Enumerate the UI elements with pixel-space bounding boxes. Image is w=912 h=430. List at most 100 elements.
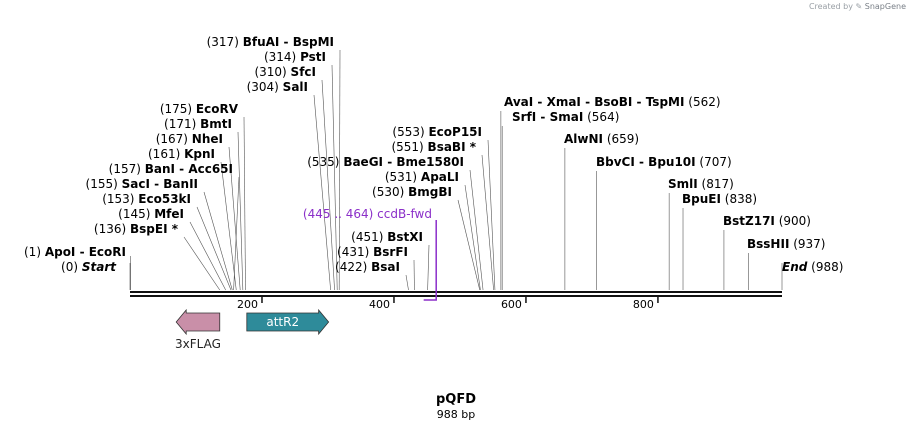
site-name: BsaBI * — [428, 140, 477, 154]
site-label-avai[interactable]: AvaI - XmaI - BsoBI - TspMI (562) — [504, 95, 721, 109]
site-position: (551) — [391, 140, 427, 154]
tick-label: 200 — [237, 298, 258, 311]
site-leader-eco53ki — [196, 206, 232, 291]
site-label-bpuei[interactable]: BpuEI (838) — [682, 192, 757, 206]
site-label-sfci[interactable]: (310) SfcI — [254, 65, 316, 79]
site-name: BfuAI - BspMI — [243, 35, 334, 49]
site-label-bani[interactable]: (157) BanI - Acc65I — [109, 162, 233, 176]
site-label-bspei[interactable]: (136) BspEI * — [94, 222, 179, 236]
site-name: End — [782, 260, 808, 274]
site-name: BsrFI — [373, 245, 408, 259]
site-leader-kpni — [220, 161, 237, 291]
site-label-srfi[interactable]: SrfI - SmaI (564) — [512, 110, 619, 124]
site-position: (155) — [86, 177, 122, 191]
site-position: (314) — [264, 50, 300, 64]
site-label-apali[interactable]: (531) ApaLI — [385, 170, 459, 184]
site-label-bmgbi[interactable]: (530) BmgBI — [372, 185, 452, 199]
site-leader-baegi — [469, 169, 484, 291]
site-leader-ecorv — [243, 116, 246, 291]
site-label-nhei[interactable]: (167) NheI — [156, 132, 223, 146]
site-name: BstXI — [387, 230, 423, 244]
feature-label-3xflag: 3xFLAG — [175, 337, 221, 351]
site-position: (431) — [337, 245, 373, 259]
site-label-bsrfi[interactable]: (431) BsrFI — [337, 245, 408, 259]
site-leader-bsai — [405, 274, 409, 291]
site-name: AvaI - XmaI - BsoBI - TspMI — [504, 95, 684, 109]
site-leader-nhei — [228, 146, 241, 291]
site-label-sali[interactable]: (304) SalI — [247, 80, 308, 94]
site-position: (317) — [207, 35, 243, 49]
site-position: (531) — [385, 170, 421, 184]
site-name: SrfI - SmaI — [512, 110, 583, 124]
site-name: SacI - BanII — [122, 177, 198, 191]
site-label-start[interactable]: (0) Start — [61, 260, 117, 274]
site-leader-bfuai — [338, 49, 341, 291]
site-position: (136) — [94, 222, 130, 236]
site-label-bmti[interactable]: (171) BmtI — [164, 117, 232, 131]
site-label-bsabi[interactable]: (551) BsaBI * — [391, 140, 476, 154]
site-position: (659) — [603, 132, 639, 146]
site-position: (530) — [372, 185, 408, 199]
site-name: SalI — [283, 80, 308, 94]
site-name: SfcI — [291, 65, 316, 79]
map-length: 988 bp — [436, 408, 476, 421]
site-label-bstz17i[interactable]: BstZ17I (900) — [723, 214, 811, 228]
primer-range: (445 .. 464) — [303, 207, 377, 221]
primer-ccdb-fwd[interactable] — [423, 220, 437, 301]
site-leader-bmti — [237, 131, 244, 291]
site-position: (451) — [351, 230, 387, 244]
site-label-mfei[interactable]: (145) MfeI — [118, 207, 184, 221]
site-position: (145) — [118, 207, 154, 221]
site-position: (535) — [307, 155, 343, 169]
site-name: PstI — [300, 50, 326, 64]
site-label-apoi[interactable]: (1) ApoI - EcoRI — [24, 245, 126, 259]
site-label-alwni[interactable]: AlwNI (659) — [564, 132, 639, 146]
feature-3xflag[interactable] — [175, 308, 221, 336]
site-label-bsai[interactable]: (422) BsaI — [335, 260, 400, 274]
site-label-ecorv[interactable]: (175) EcoRV — [160, 102, 239, 116]
site-label-saci[interactable]: (155) SacI - BanII — [86, 177, 198, 191]
site-label-ecop15i[interactable]: (553) EcoP15I — [392, 125, 482, 139]
site-label-kpni[interactable]: (161) KpnI — [148, 147, 215, 161]
site-label-end[interactable]: End (988) — [782, 260, 843, 274]
backbone-top-strand — [130, 291, 782, 293]
site-position: (157) — [109, 162, 145, 176]
feature-attr2[interactable] — [246, 308, 330, 336]
site-name: NheI — [192, 132, 223, 146]
site-leader-bstxi — [427, 244, 430, 291]
site-position: (175) — [160, 102, 196, 116]
site-position: (707) — [696, 155, 732, 169]
site-label-bbvci[interactable]: BbvCI - Bpu10I (707) — [596, 155, 732, 169]
site-position: (838) — [721, 192, 757, 206]
site-label-psti[interactable]: (314) PstI — [264, 50, 326, 64]
map-title: pQFD — [435, 392, 477, 407]
site-name: BspEI * — [130, 222, 179, 236]
site-leader-psti — [331, 64, 338, 291]
site-name: BaeGI - Bme1580I — [343, 155, 464, 169]
site-label-eco53ki[interactable]: (153) Eco53kI — [102, 192, 191, 206]
site-leader-bani — [233, 176, 240, 291]
site-position: (153) — [102, 192, 138, 206]
site-position: (161) — [148, 147, 184, 161]
site-position: (562) — [684, 95, 720, 109]
backbone-bottom-strand — [130, 295, 782, 297]
site-name: ApaLI — [421, 170, 459, 184]
snapgene-icon: ✎ — [855, 2, 863, 11]
site-label-baegi[interactable]: (535) BaeGI - Bme1580I — [307, 155, 464, 169]
site-label-smli[interactable]: SmlI (817) — [668, 177, 734, 191]
site-label-bfuai[interactable]: (317) BfuAI - BspMI — [207, 35, 334, 49]
site-name: ApoI - EcoRI — [45, 245, 126, 259]
site-name: BanI - Acc65I — [145, 162, 233, 176]
site-name: AlwNI — [564, 132, 603, 146]
site-leader-saci — [203, 191, 233, 291]
site-position: (0) — [61, 260, 82, 274]
site-label-bsshii[interactable]: BssHII (937) — [747, 237, 826, 251]
site-position: (1) — [24, 245, 45, 259]
credit: Created by ✎ SnapGene — [809, 2, 906, 11]
site-position: (900) — [775, 214, 811, 228]
site-position: (817) — [698, 177, 734, 191]
site-label-bstxi[interactable]: (451) BstXI — [351, 230, 423, 244]
site-leader-sfci — [321, 79, 335, 291]
site-leader-bspei — [183, 236, 220, 291]
